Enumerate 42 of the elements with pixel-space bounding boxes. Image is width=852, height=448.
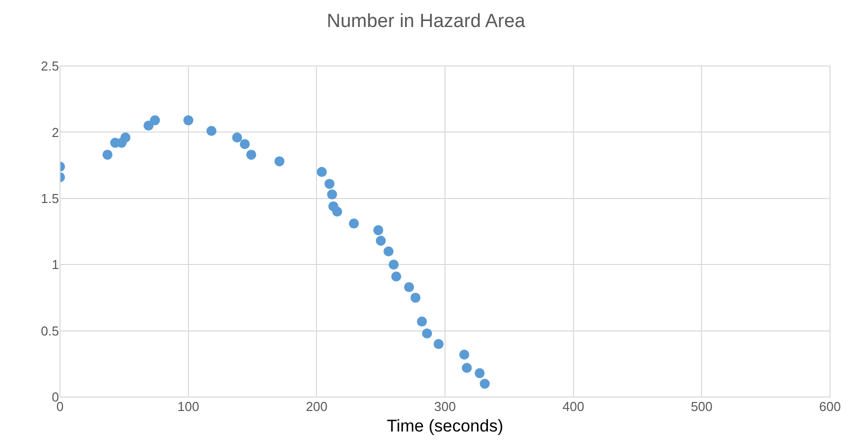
x-tick-label: 300 <box>434 399 456 414</box>
point <box>459 350 470 360</box>
point <box>150 115 160 126</box>
point <box>391 272 402 282</box>
point <box>422 328 432 338</box>
point <box>324 178 334 189</box>
point <box>388 260 399 270</box>
y-tick-label: 2 <box>52 124 59 140</box>
point <box>274 156 284 166</box>
point <box>327 189 338 200</box>
point <box>102 150 112 160</box>
x-axis-title: Time (seconds) <box>386 416 504 436</box>
point <box>384 246 394 256</box>
point <box>404 282 414 292</box>
point <box>462 362 472 373</box>
point <box>348 218 359 229</box>
y-tick-label: 2.5 <box>40 58 59 74</box>
x-tick-label: 100 <box>177 399 200 414</box>
point <box>316 166 327 177</box>
point <box>373 225 384 236</box>
point <box>416 316 427 327</box>
point <box>474 368 485 378</box>
x-tick-label: 400 <box>562 399 584 414</box>
point <box>206 126 216 136</box>
point <box>232 132 242 142</box>
x-tick-label: 500 <box>690 399 713 414</box>
point <box>240 139 250 150</box>
point <box>144 120 154 131</box>
y-tick-label: 1.5 <box>40 190 59 206</box>
x-tick-label: 600 <box>819 399 841 414</box>
point <box>410 292 420 303</box>
point <box>376 236 386 246</box>
point <box>120 132 130 142</box>
point <box>332 206 342 217</box>
chart-title: Number in Hazard Area <box>326 10 526 32</box>
point <box>246 150 256 160</box>
point <box>183 115 194 126</box>
x-tick-label: 200 <box>306 399 328 414</box>
y-tick-label: 0.5 <box>40 323 59 338</box>
y-tick-label: 1 <box>52 257 59 272</box>
point <box>480 378 490 389</box>
point <box>434 339 444 350</box>
